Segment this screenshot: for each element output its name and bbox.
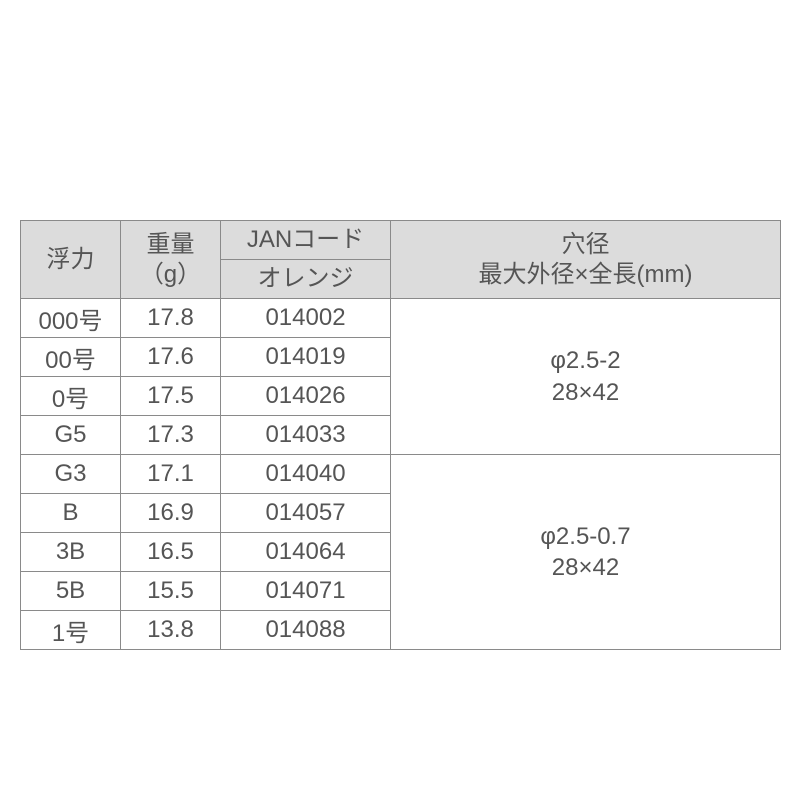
table-row: G3 17.1 014040 φ2.5-0.7 28×42 [21, 455, 781, 494]
col-jan-top: JANコード [221, 221, 391, 260]
cell-weight: 17.3 [121, 416, 221, 455]
col-hole-l1: 穴径 [562, 231, 610, 258]
cell-buoyancy: 5B [21, 572, 121, 611]
cell-weight: 16.5 [121, 533, 221, 572]
cell-buoyancy: 3B [21, 533, 121, 572]
col-hole-l2: 最大外径×全長(mm) [479, 261, 693, 288]
cell-jan: 014057 [221, 494, 391, 533]
cell-dimensions: φ2.5-0.7 28×42 [391, 455, 781, 650]
col-weight-l1: 重量 [147, 231, 195, 258]
cell-weight: 17.8 [121, 299, 221, 338]
cell-buoyancy: G5 [21, 416, 121, 455]
cell-buoyancy: 1号 [21, 611, 121, 650]
cell-jan: 014002 [221, 299, 391, 338]
cell-jan: 014040 [221, 455, 391, 494]
cell-buoyancy: B [21, 494, 121, 533]
cell-weight: 13.8 [121, 611, 221, 650]
col-hole: 穴径 最大外径×全長(mm) [391, 221, 781, 299]
cell-weight: 17.1 [121, 455, 221, 494]
cell-buoyancy: G3 [21, 455, 121, 494]
spec-table-container: 浮力 重量 （g） JANコード 穴径 最大外径×全長(mm) オレンジ 000… [20, 220, 780, 650]
dim-l1: φ2.5-0.7 [540, 523, 630, 550]
spec-table: 浮力 重量 （g） JANコード 穴径 最大外径×全長(mm) オレンジ 000… [20, 220, 781, 650]
col-weight-l2: （g） [140, 261, 201, 288]
table-header: 浮力 重量 （g） JANコード 穴径 最大外径×全長(mm) オレンジ [21, 221, 781, 299]
cell-dimensions: φ2.5-2 28×42 [391, 299, 781, 455]
cell-jan: 014064 [221, 533, 391, 572]
dim-l2: 28×42 [552, 379, 619, 406]
cell-jan: 014026 [221, 377, 391, 416]
cell-weight: 15.5 [121, 572, 221, 611]
cell-jan: 014071 [221, 572, 391, 611]
cell-jan: 014033 [221, 416, 391, 455]
cell-jan: 014088 [221, 611, 391, 650]
cell-weight: 16.9 [121, 494, 221, 533]
cell-jan: 014019 [221, 338, 391, 377]
table-row: 000号 17.8 014002 φ2.5-2 28×42 [21, 299, 781, 338]
col-buoyancy: 浮力 [21, 221, 121, 299]
dim-l1: φ2.5-2 [550, 347, 620, 374]
col-weight: 重量 （g） [121, 221, 221, 299]
dim-l2: 28×42 [552, 554, 619, 581]
col-jan-sub: オレンジ [221, 260, 391, 299]
table-body: 000号 17.8 014002 φ2.5-2 28×42 00号 17.6 0… [21, 299, 781, 650]
cell-buoyancy: 000号 [21, 299, 121, 338]
cell-weight: 17.6 [121, 338, 221, 377]
cell-weight: 17.5 [121, 377, 221, 416]
cell-buoyancy: 00号 [21, 338, 121, 377]
cell-buoyancy: 0号 [21, 377, 121, 416]
